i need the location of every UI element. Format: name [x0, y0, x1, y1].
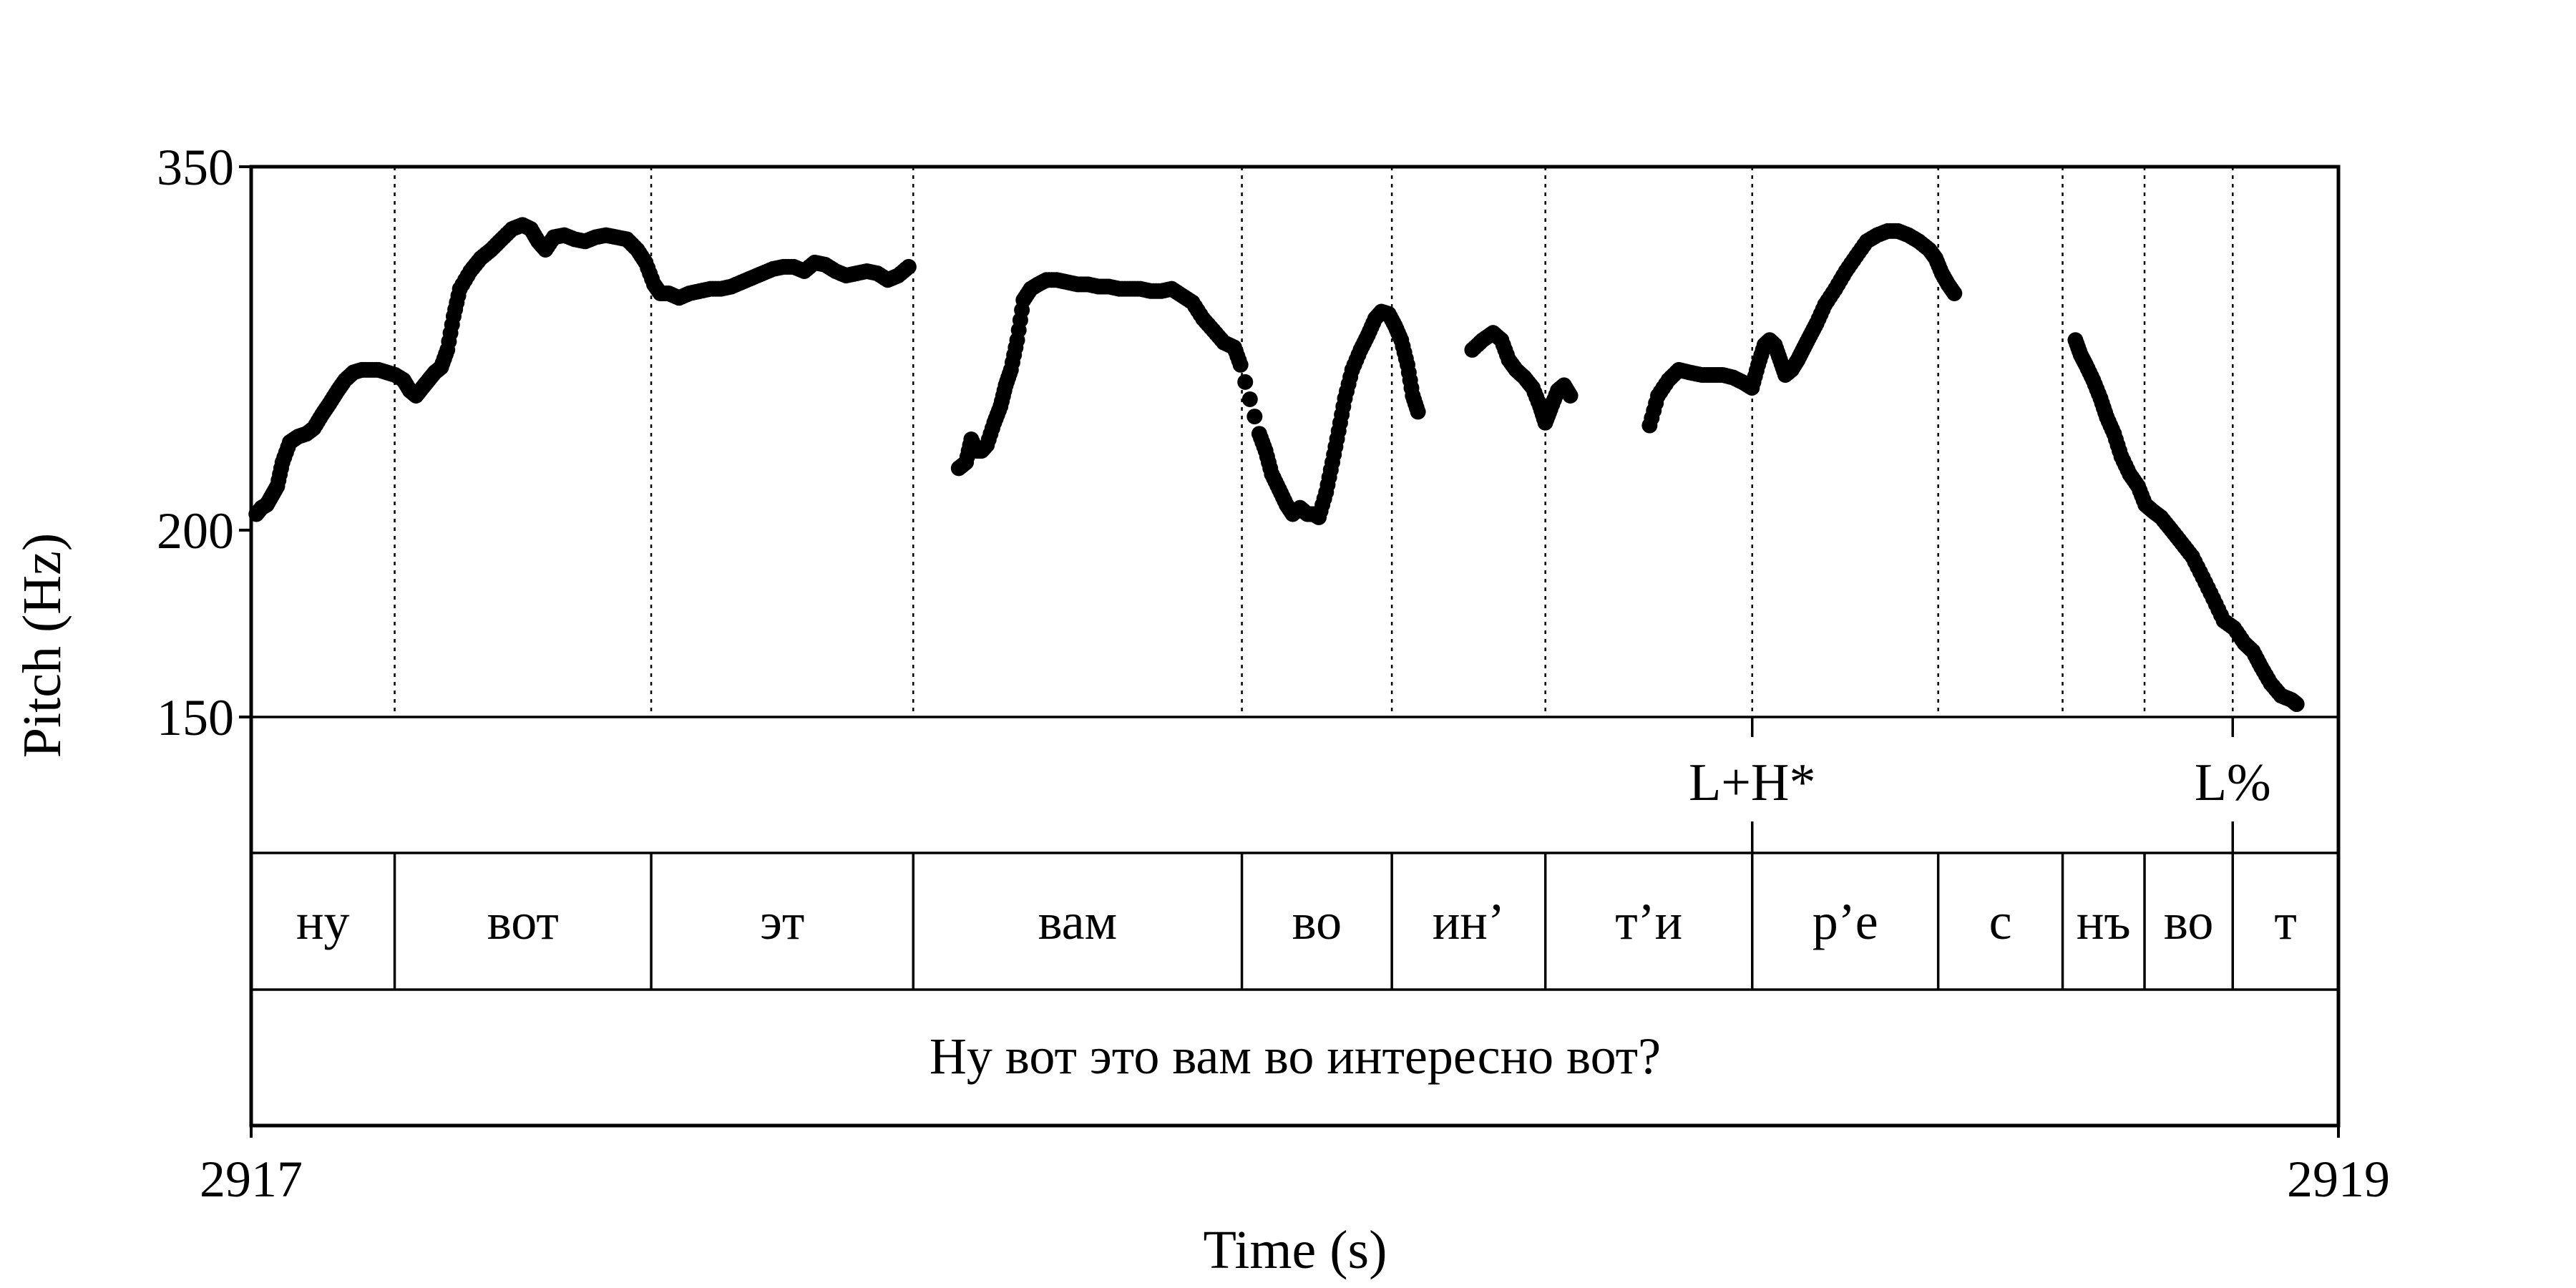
y-tick-label: 200 — [157, 502, 234, 560]
syllable-labels: ну вот эт вам во ин’ т’и р’е с нъ во т — [296, 893, 2297, 950]
x-tick-label-start: 2917 — [200, 1151, 303, 1208]
pitch-point — [1246, 409, 1263, 425]
syllable-label: во — [2164, 893, 2214, 950]
pitch-points — [248, 217, 2305, 713]
pitch-point — [900, 258, 917, 275]
y-tick-label: 150 — [157, 689, 234, 746]
syllable-label: ну — [296, 893, 350, 950]
tier-separators — [251, 716, 2338, 991]
tone-marks: L+H* L% — [1689, 717, 2271, 853]
syllable-label: эт — [760, 893, 804, 950]
x-axis-label: Time (s) — [1204, 1220, 1387, 1280]
pitch-point — [1237, 374, 1254, 390]
tone-label: L+H* — [1689, 753, 1815, 812]
pitch-point — [2288, 696, 2305, 713]
syllable-label: ин’ — [1433, 893, 1505, 950]
pitch-point — [1232, 356, 1249, 373]
syllable-label: вам — [1038, 893, 1118, 950]
syllable-boundary-guides — [394, 167, 2234, 717]
pitch-point — [1241, 391, 1258, 407]
syllable-boundaries — [393, 853, 2235, 990]
pitch-point — [1946, 285, 1963, 301]
syllable-label: с — [1989, 893, 2012, 950]
syllable-label: во — [1292, 893, 1342, 950]
y-axis-label: Pitch (Hz) — [12, 533, 72, 758]
plot-frame — [249, 165, 2341, 1128]
pitch-point — [1562, 388, 1579, 404]
y-axis-ticks: 350 200 150 — [157, 139, 251, 746]
sentence-text: Ну вот это вам во интересно вот? — [930, 1028, 1661, 1085]
syllable-label: т’и — [1615, 893, 1682, 950]
tone-label: L% — [2195, 753, 2271, 812]
syllable-label: р’е — [1813, 893, 1878, 950]
y-tick-label: 350 — [157, 139, 234, 196]
pitch-point — [1410, 404, 1426, 420]
syllable-label: вот — [487, 893, 559, 950]
syllable-label: т — [2274, 893, 2296, 950]
x-tick-label-end: 2919 — [2287, 1151, 2390, 1208]
syllable-label: нъ — [2077, 893, 2131, 950]
x-axis-ticks — [250, 1126, 2340, 1138]
